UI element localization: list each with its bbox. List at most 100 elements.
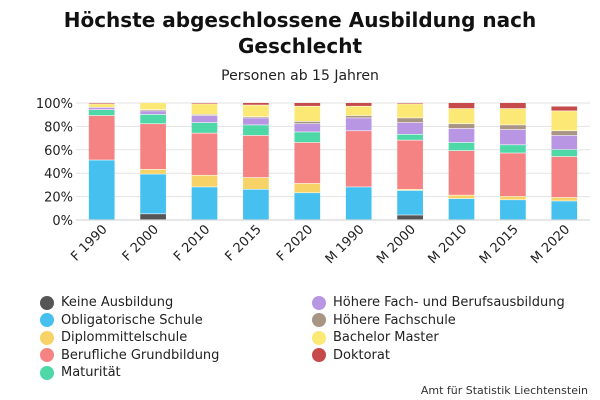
bar-segment — [551, 201, 578, 220]
x-tick-label: M 2000 — [374, 222, 419, 267]
legend-item: Bachelor Master — [312, 329, 439, 346]
bar-segment — [140, 169, 166, 174]
bar-segment — [243, 177, 269, 189]
bar-segment — [88, 110, 115, 116]
legend-swatch — [312, 313, 326, 327]
legend-item: Diplommittelschule — [40, 329, 187, 346]
y-tick-label: 0% — [52, 214, 73, 229]
x-tick-label: M 2015 — [477, 222, 522, 267]
bar-segment — [500, 196, 526, 200]
bar-segment — [500, 200, 526, 220]
bar-segment — [140, 174, 166, 214]
legend-label: Obligatorische Schule — [61, 312, 203, 328]
bar-segment — [243, 105, 269, 117]
bar-segment — [243, 135, 269, 178]
bar-segment — [448, 124, 475, 129]
y-tick-label: 40% — [44, 167, 73, 182]
bar-segment — [243, 103, 269, 105]
legend-swatch — [40, 313, 54, 327]
bar-segment — [397, 215, 423, 220]
bar-segment — [448, 103, 475, 109]
bar-segment — [551, 111, 578, 131]
y-axis: 0% 20% 40% 60% 80% 100% — [36, 97, 73, 229]
bar-segment — [397, 103, 423, 104]
y-tick-label: 20% — [44, 191, 73, 206]
legend-swatch — [40, 365, 54, 380]
bar-segment — [397, 134, 423, 140]
bar-segment — [500, 129, 526, 145]
legend-item: Berufliche Grundbildung — [40, 347, 219, 364]
legend-swatch — [40, 295, 54, 310]
bar-segment — [294, 132, 321, 143]
bar-segment — [294, 193, 321, 220]
bar-segment — [140, 114, 166, 124]
legend-item: Höhere Fach- und Berufsausbildung — [312, 294, 565, 311]
bar-segment — [397, 122, 423, 134]
bar-segment — [191, 133, 218, 175]
bar-segment — [140, 214, 166, 220]
bar-segment — [191, 103, 218, 104]
bar-segment — [294, 103, 321, 106]
legend-swatch — [312, 348, 326, 362]
bar-segment — [294, 121, 321, 124]
x-tick-label: F 2015 — [223, 222, 265, 264]
bar-segment — [191, 104, 218, 115]
x-tick-label: F 2000 — [120, 222, 162, 264]
bar-segment — [551, 131, 578, 136]
bar-segment — [448, 142, 475, 151]
legend-label: Keine Ausbildung — [61, 295, 174, 310]
x-tick-label: F 2020 — [274, 222, 316, 264]
bar-segment — [345, 103, 372, 106]
y-tick-label: 60% — [44, 144, 73, 159]
bar-segment — [88, 115, 115, 160]
bar-segment — [500, 103, 526, 109]
x-axis: F 1990 F 2000 F 2010 F 2015 F 2020 M 1990 M 20… — [68, 222, 573, 267]
bar-segment — [294, 183, 321, 193]
bar-segment — [448, 128, 475, 143]
bar-segment — [551, 106, 578, 111]
legend-swatch — [40, 330, 54, 345]
legend-label: Bachelor Master — [333, 330, 439, 345]
bar-segment — [88, 107, 115, 110]
chart-subtitle: Personen ab 15 Jahren — [221, 68, 379, 84]
bar-segment — [191, 187, 218, 220]
source-note: Amt für Statistik Liechtenstein — [420, 384, 588, 397]
bar-segment — [191, 115, 218, 123]
bar-segment — [551, 197, 578, 201]
bar-segment — [243, 118, 269, 125]
legend-item: Höhere Fachschule — [312, 312, 456, 329]
bar-segment — [191, 122, 218, 133]
y-tick-label: 80% — [44, 120, 73, 135]
legend-swatch — [40, 348, 54, 362]
bar-segment — [294, 124, 321, 132]
bar-segment — [397, 104, 423, 118]
x-tick-label: M 1990 — [323, 222, 368, 267]
bar-segment — [140, 110, 166, 111]
bar-segment — [448, 150, 475, 195]
bar-segment — [397, 189, 423, 191]
legend-label: Berufliche Grundbildung — [61, 347, 220, 363]
bar-segment — [294, 142, 321, 184]
chart-title: Höchste abgeschlossene Ausbildung nach G… — [63, 8, 537, 58]
bar-segment — [88, 160, 115, 220]
legend-item: Doktorat — [312, 347, 390, 364]
bar-segment — [243, 189, 269, 220]
legend-item: Keine Ausbildung — [40, 294, 173, 311]
legend-item: Obligatorische Schule — [40, 312, 203, 329]
bar-segment — [500, 108, 526, 125]
bar-segment — [345, 187, 372, 220]
legend-label: Höhere Fachschule — [333, 312, 456, 328]
legend-label: Doktorat — [333, 347, 390, 363]
bar-segment — [345, 118, 372, 131]
bar-segment — [140, 124, 166, 170]
legend-item: Maturität — [40, 364, 121, 381]
bar-segment — [500, 125, 526, 130]
x-tick-label: F 2010 — [171, 222, 213, 264]
bar-segment — [140, 111, 166, 115]
legend-label: Höhere Fach- und Berufsausbildung — [333, 295, 565, 310]
bar-segment — [500, 153, 526, 196]
bar-segment — [191, 175, 218, 187]
x-tick-label: M 2010 — [425, 222, 470, 267]
legend-swatch — [312, 295, 326, 310]
